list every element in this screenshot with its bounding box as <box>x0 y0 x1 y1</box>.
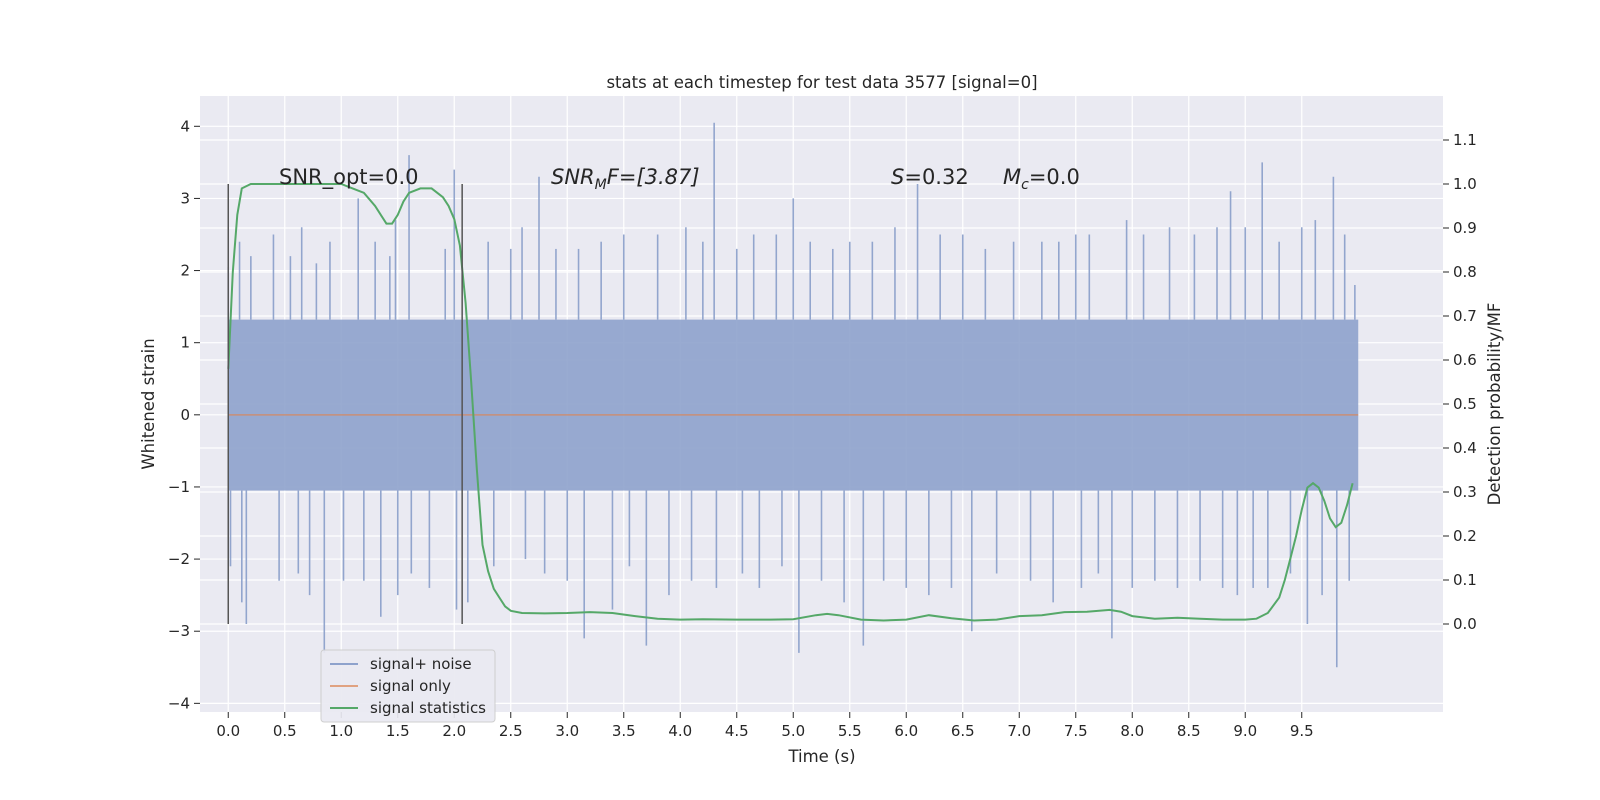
x-tick-label-9: 4.5 <box>725 722 749 740</box>
right-y-tick-label-10: 0.1 <box>1453 571 1477 589</box>
snr-mf-annotation: SNRMF=[3.87] <box>551 165 700 193</box>
legend-box <box>320 649 496 723</box>
right-y-tick-label-4: 0.7 <box>1453 307 1477 325</box>
right-y-axis-label: Detection probability/MF <box>1485 303 1504 506</box>
left-y-tick-label-1: 3 <box>180 189 190 207</box>
x-tick-label-1: 0.5 <box>273 722 297 740</box>
left-y-tick-label-6: −2 <box>168 550 190 568</box>
s-value: =0.32 <box>904 165 968 189</box>
left-y-tick-label-5: −1 <box>168 478 190 496</box>
left-y-tick-label-4: 0 <box>180 406 190 424</box>
left-y-axis-label: Whitened strain <box>139 338 158 469</box>
left-y-tick-label-7: −3 <box>168 622 190 640</box>
x-tick-label-17: 8.5 <box>1177 722 1201 740</box>
x-tick-label-5: 2.5 <box>499 722 523 740</box>
x-tick-label-16: 8.0 <box>1120 722 1144 740</box>
x-tick-label-3: 1.5 <box>386 722 410 740</box>
right-y-tick-labels: 1.1 1.0 0.9 0.8 0.7 0.6 0.5 0.4 0.3 0.2 0.1 0.0 <box>1443 131 1477 633</box>
chart-marks <box>227 122 1359 668</box>
right-y-tick-label-0: 1.1 <box>1453 131 1477 149</box>
x-tick-label-8: 4.0 <box>668 722 692 740</box>
snr-mf-rest: F=[3.87] <box>607 165 700 189</box>
right-y-tick-label-8: 0.3 <box>1453 483 1477 501</box>
mc-subscript: c <box>1021 177 1029 193</box>
snr-opt-annotation: SNR_opt=0.0 <box>279 165 419 190</box>
x-tick-label-14: 7.0 <box>1007 722 1031 740</box>
x-tick-label-11: 5.5 <box>838 722 862 740</box>
x-tick-label-0: 0.0 <box>216 722 240 740</box>
right-y-tick-label-5: 0.6 <box>1453 351 1477 369</box>
legend: signal+ noise signal only signal statist… <box>320 649 496 723</box>
chart-title: stats at each timestep for test data 357… <box>606 73 1037 92</box>
snr-mf-subscript: M <box>595 177 607 193</box>
x-tick-label-15: 7.5 <box>1064 722 1088 740</box>
snr-mf-base: SNR <box>551 165 595 189</box>
right-y-tick-label-3: 0.8 <box>1453 263 1477 281</box>
left-y-tick-label-0: 4 <box>180 117 190 135</box>
legend-label-signal-statistics: signal statistics <box>370 699 486 717</box>
s-annotation: S=0.32 <box>891 165 969 189</box>
signal-noise-band <box>228 319 1359 491</box>
right-y-tick-label-11: 0.0 <box>1453 615 1477 633</box>
mc-value: =0.0 <box>1029 165 1080 189</box>
x-tick-label-4: 2.0 <box>442 722 466 740</box>
legend-label-signal-only: signal only <box>370 677 451 695</box>
vertical-markers <box>227 184 463 624</box>
x-tick-label-6: 3.0 <box>555 722 579 740</box>
left-y-tick-label-2: 2 <box>180 262 190 280</box>
s-symbol: S <box>891 165 904 189</box>
x-tick-label-13: 6.5 <box>951 722 975 740</box>
x-axis-label: Time (s) <box>787 747 855 766</box>
signal-statistics-line <box>227 183 1354 622</box>
right-y-tick-label-1: 1.0 <box>1453 175 1477 193</box>
left-y-tick-label-8: −4 <box>168 694 190 712</box>
right-y-tick-label-6: 0.5 <box>1453 395 1477 413</box>
legend-label-signal-noise: signal+ noise <box>370 655 472 673</box>
right-y-tick-label-7: 0.4 <box>1453 439 1477 457</box>
left-y-tick-labels: 4 3 2 1 0 −1 −2 −3 −4 <box>168 117 200 712</box>
x-tick-label-2: 1.0 <box>329 722 353 740</box>
mc-annotation: Mc=0.0 <box>1003 165 1080 193</box>
left-y-tick-label-3: 1 <box>180 334 190 352</box>
x-tick-label-18: 9.0 <box>1233 722 1257 740</box>
right-y-tick-label-9: 0.2 <box>1453 527 1477 545</box>
mc-base: M <box>1003 165 1021 189</box>
x-tick-label-10: 5.0 <box>781 722 805 740</box>
x-tick-label-7: 3.5 <box>612 722 636 740</box>
right-y-tick-label-2: 0.9 <box>1453 219 1477 237</box>
x-tick-label-19: 9.5 <box>1290 722 1314 740</box>
x-tick-label-12: 6.0 <box>894 722 918 740</box>
